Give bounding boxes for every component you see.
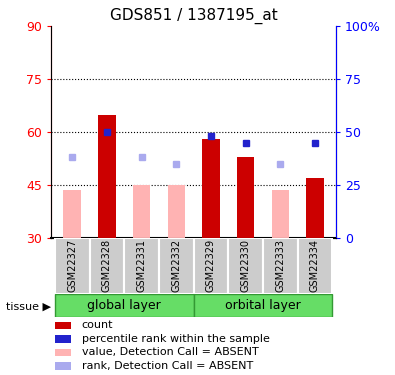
Bar [167, 185, 185, 238]
FancyBboxPatch shape [90, 238, 124, 294]
Text: GSM22330: GSM22330 [241, 238, 250, 292]
FancyBboxPatch shape [55, 238, 90, 294]
Text: global layer: global layer [87, 299, 161, 312]
Bar [306, 178, 324, 238]
Text: count: count [81, 321, 113, 330]
Bar [64, 190, 81, 238]
Text: rank, Detection Call = ABSENT: rank, Detection Call = ABSENT [81, 361, 253, 371]
Text: orbital layer: orbital layer [225, 299, 301, 312]
FancyBboxPatch shape [159, 238, 194, 294]
FancyBboxPatch shape [263, 238, 297, 294]
FancyBboxPatch shape [194, 294, 332, 317]
Text: GSM22331: GSM22331 [137, 238, 147, 292]
Bar [55, 349, 71, 356]
Text: GSM22333: GSM22333 [275, 238, 285, 292]
Text: value, Detection Call = ABSENT: value, Detection Call = ABSENT [81, 348, 258, 357]
FancyBboxPatch shape [124, 238, 159, 294]
Bar [55, 322, 71, 330]
Bar [55, 362, 71, 370]
Text: GSM22328: GSM22328 [102, 238, 112, 292]
FancyBboxPatch shape [297, 238, 332, 294]
Bar [237, 157, 254, 238]
Title: GDS851 / 1387195_at: GDS851 / 1387195_at [110, 7, 277, 24]
Bar [272, 190, 289, 238]
Bar [133, 185, 150, 238]
Bar [98, 114, 115, 238]
Text: tissue ▶: tissue ▶ [6, 302, 51, 312]
FancyBboxPatch shape [55, 294, 194, 317]
Bar [55, 335, 71, 343]
Text: GSM22327: GSM22327 [67, 238, 77, 292]
Text: GSM22334: GSM22334 [310, 238, 320, 292]
FancyBboxPatch shape [228, 238, 263, 294]
Text: GSM22329: GSM22329 [206, 238, 216, 292]
Text: GSM22332: GSM22332 [171, 238, 181, 292]
FancyBboxPatch shape [194, 238, 228, 294]
Text: percentile rank within the sample: percentile rank within the sample [81, 334, 269, 344]
Bar [202, 139, 220, 238]
